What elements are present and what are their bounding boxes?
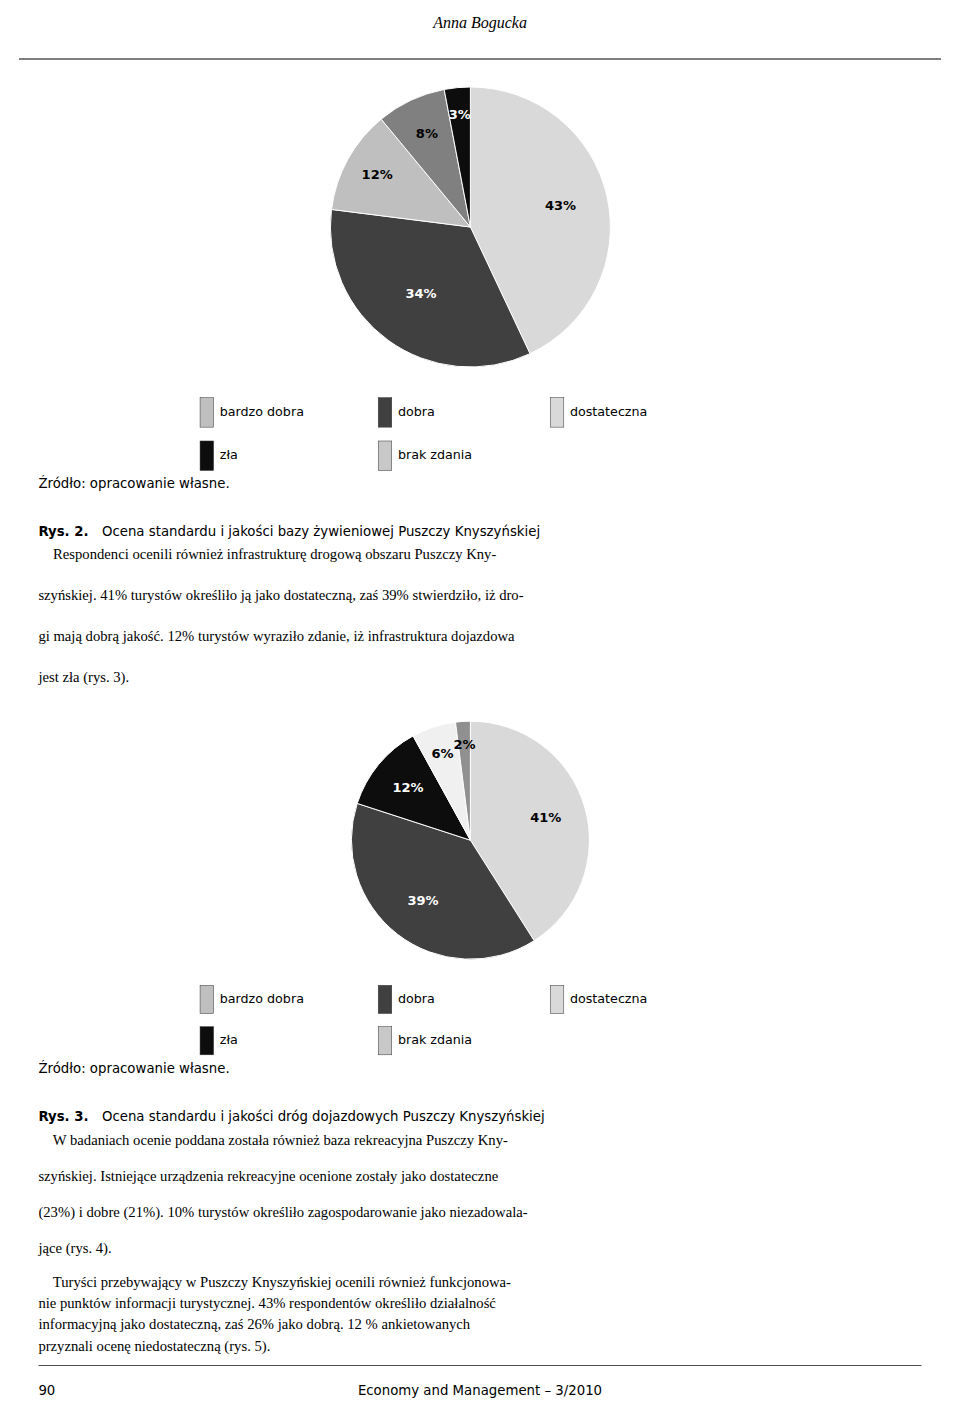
legend-swatch bbox=[378, 1027, 392, 1055]
legend-label: brak zdania bbox=[398, 1032, 472, 1047]
paragraph-line: informacyjną jako dostateczną, zaś 26% j… bbox=[38, 1316, 470, 1332]
paragraph: W badaniach ocenie poddana została równi… bbox=[37, 1132, 527, 1258]
data-label: 2% bbox=[453, 737, 475, 752]
legend-swatch bbox=[200, 441, 214, 471]
caption-title: Ocena standardu i jakości bazy żywieniow… bbox=[102, 524, 540, 539]
source-note: Źródło: opracowanie własne. bbox=[38, 475, 229, 491]
paragraph-line: (23%) i dobre (21%). 10% turystów określ… bbox=[38, 1204, 527, 1221]
paragraph: Respondenci ocenili również infrastruktu… bbox=[37, 546, 523, 686]
data-label: 3% bbox=[449, 107, 471, 122]
paragraph-line: gi mają dobrą jakość. 12% turystów wyraz… bbox=[38, 628, 515, 644]
data-label: 41% bbox=[530, 810, 561, 825]
legend-swatch bbox=[200, 398, 214, 428]
legend-label: dostateczna bbox=[570, 404, 647, 419]
legend-label: brak zdania bbox=[398, 447, 472, 462]
page: Anna Bogucka 43% 34% 12% 8% 3% bardzo dobra dob… bbox=[0, 0, 960, 1418]
caption-title: Ocena standardu i jakości dróg dojazdowy… bbox=[102, 1109, 545, 1124]
paragraph-line: przyznali ocenę niedostateczną (rys. 5). bbox=[38, 1338, 270, 1355]
legend: bardzo dobra dobra dostateczna zła brak zdan… bbox=[200, 398, 647, 471]
pie-slice bbox=[444, 87, 470, 227]
pie-slice bbox=[330, 209, 530, 367]
legend-label: zła bbox=[220, 447, 238, 462]
page-number: 90 bbox=[38, 1383, 55, 1398]
legend-label: dostateczna bbox=[570, 991, 647, 1006]
footer-rule bbox=[38, 1365, 921, 1366]
legend-swatch bbox=[378, 441, 392, 471]
data-label: 39% bbox=[407, 893, 438, 908]
paragraph-line: W badaniach ocenie poddana została równi… bbox=[38, 1132, 508, 1148]
data-label: 12% bbox=[362, 167, 393, 182]
paragraph-line: jest zła (rys. 3). bbox=[37, 669, 129, 686]
legend-swatch bbox=[378, 985, 392, 1013]
legend-swatch bbox=[550, 985, 564, 1013]
data-label: 12% bbox=[392, 780, 423, 795]
data-label: 34% bbox=[405, 286, 436, 301]
legend-label: dobra bbox=[398, 404, 435, 419]
legend-label: bardzo dobra bbox=[220, 404, 304, 419]
paragraph: Turyści przebywający w Puszczy Knyszyńsk… bbox=[38, 1274, 511, 1355]
legend: bardzo dobra dobra dostateczna zła brak zdan… bbox=[200, 985, 647, 1054]
paragraph-line: Respondenci ocenili również infrastruktu… bbox=[38, 546, 496, 562]
legend-swatch bbox=[200, 985, 214, 1013]
source-note: Źródło: opracowanie własne. bbox=[38, 1060, 229, 1076]
caption-number: Rys. 2. bbox=[38, 524, 88, 539]
paragraph-line: nie punktów informacji turystycznej. 43%… bbox=[38, 1295, 496, 1311]
caption-number: Rys. 3. bbox=[38, 1109, 88, 1124]
pie: 41% 39% 12% 6%2% bbox=[351, 721, 589, 959]
data-label: 43% bbox=[545, 198, 576, 213]
paragraph-line: jące (rys. 4). bbox=[37, 1240, 111, 1257]
legend-label: dobra bbox=[398, 991, 435, 1006]
paragraph-line: szyńskiej. 41% turystów określiło ją jak… bbox=[38, 587, 523, 603]
legend-label: bardzo dobra bbox=[220, 991, 304, 1006]
paragraph-line: Turyści przebywający w Puszczy Knyszyńsk… bbox=[38, 1274, 511, 1290]
data-label: 6% bbox=[431, 746, 453, 761]
legend-swatch bbox=[550, 398, 564, 428]
paragraph-line: szyńskiej. Istniejące urządzenia rekreac… bbox=[38, 1168, 498, 1184]
footer-text: Economy and Management – 3/2010 bbox=[358, 1383, 602, 1398]
legend-label: zła bbox=[220, 1032, 238, 1047]
legend-swatch bbox=[200, 1027, 214, 1055]
title-rule bbox=[19, 59, 941, 60]
pie: 43% 34% 12% 8% 3% bbox=[330, 87, 610, 367]
page-title: Anna Bogucka bbox=[432, 14, 527, 32]
data-label: 8% bbox=[416, 126, 438, 141]
legend-swatch bbox=[378, 398, 392, 428]
